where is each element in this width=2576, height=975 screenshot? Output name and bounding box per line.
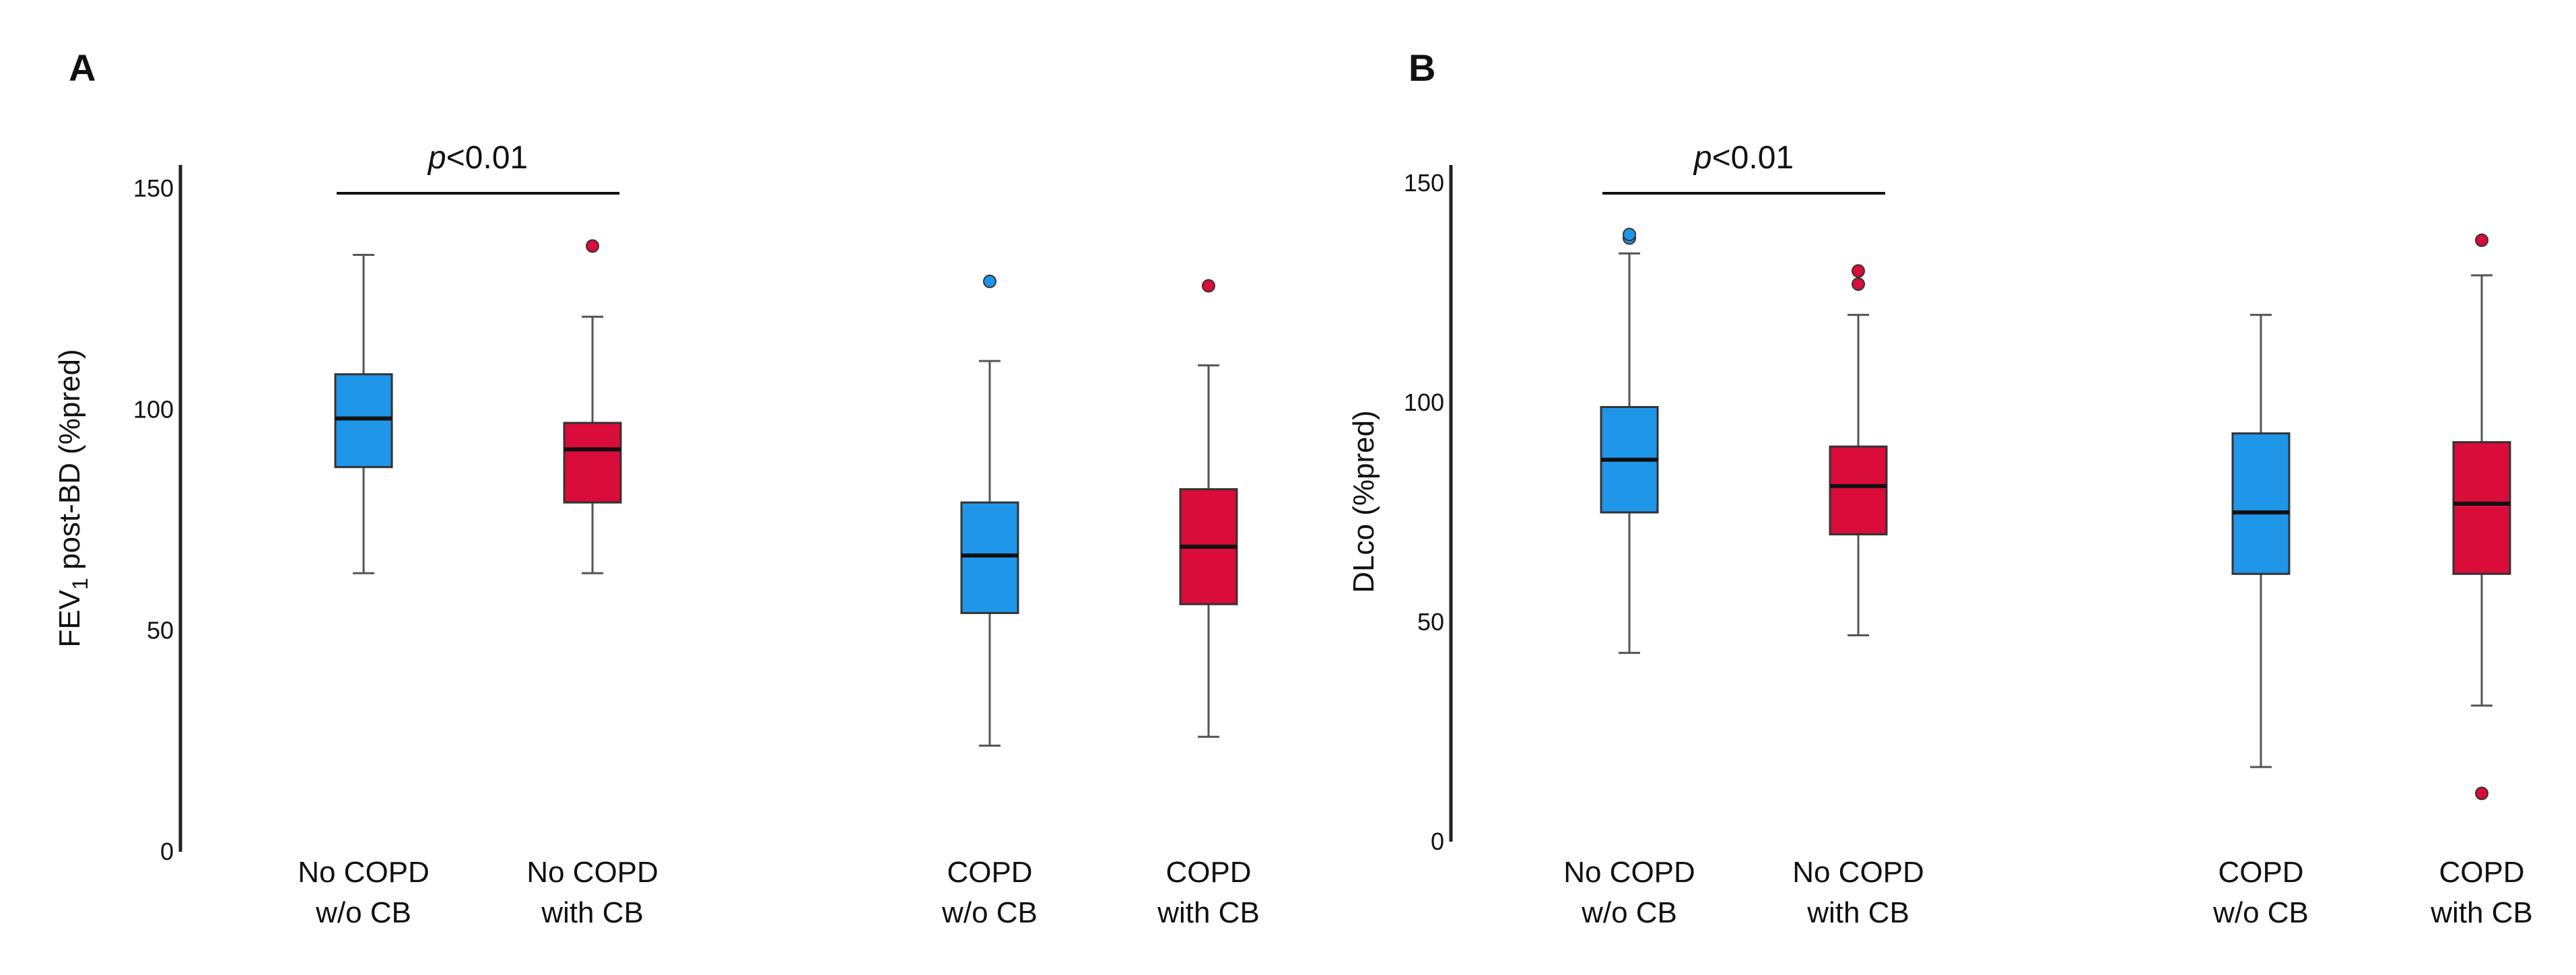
panel-b-group-3-category-line1: COPD bbox=[2439, 856, 2524, 889]
panel-b-group-3-box bbox=[2452, 441, 2511, 575]
panel-a-label: A bbox=[69, 46, 96, 89]
panel-b-group-2-category-line1: COPD bbox=[2218, 856, 2303, 889]
panel-a-group-3-category-line1: COPD bbox=[1165, 856, 1251, 889]
panel-a-group-1-category-line2: with CB bbox=[541, 896, 644, 929]
panel-b-significance: p<0.01 bbox=[1602, 140, 1885, 195]
panel-a-y-tick-label-1: 50 bbox=[147, 617, 174, 644]
panel-b-y-tick-label-1: 50 bbox=[1417, 608, 1444, 636]
panel-b-boxes bbox=[1600, 228, 2511, 801]
panel-a-group-0-box bbox=[334, 373, 393, 469]
panel-b-group-0-outlier-1 bbox=[1623, 228, 1636, 242]
panel-a-boxes bbox=[334, 239, 1238, 747]
panel-a-group-2-category-line1: COPD bbox=[947, 856, 1032, 889]
panel-b-group-1-category-line2: with CB bbox=[1806, 896, 1909, 929]
panel-a-group-1-box bbox=[563, 422, 622, 504]
panel-a-ylabel-rest: post-BD (%pred) bbox=[53, 349, 86, 578]
panel-b-p-rest: <0.01 bbox=[1712, 140, 1794, 176]
panel-a-group-3-outlier-0 bbox=[1202, 279, 1215, 293]
panel-a-group-2-outlier-0 bbox=[983, 274, 996, 288]
panel-a-y-tick-label-3: 150 bbox=[133, 174, 174, 202]
panel-b-group-1-outlier-1 bbox=[1852, 264, 1865, 278]
panel-a-group-1-category-line1: No COPD bbox=[527, 856, 658, 889]
panel-a-significance: p<0.01 bbox=[337, 140, 619, 195]
panel-a-group-1-outlier-0 bbox=[586, 239, 599, 253]
panel-b-group-0-category-line1: No COPD bbox=[1563, 856, 1695, 889]
panel-b-group-3-category-label: COPD with CB bbox=[2430, 856, 2533, 929]
panel-b-ylabel-main: DLco (%pred) bbox=[1347, 410, 1380, 593]
panel-a-y-ticks: 0 50 100 150 bbox=[133, 174, 174, 865]
panel-a-ylabel-sub: 1 bbox=[68, 578, 92, 590]
panel-a-group-0-category-line1: No COPD bbox=[298, 856, 430, 889]
panel-a-group-3-category-line2: with CB bbox=[1157, 896, 1260, 929]
panel-b-group-1-category-label: No COPD with CB bbox=[1792, 856, 1924, 929]
panel-b-p-value: p<0.01 bbox=[1693, 140, 1794, 176]
panel-a-p-value: p<0.01 bbox=[427, 140, 528, 176]
panel-b-y-axis-title: DLco (%pred) bbox=[1347, 410, 1380, 593]
panel-a-group-2-category-line2: w/o CB bbox=[941, 896, 1038, 929]
panel-b-label: B bbox=[1409, 46, 1435, 89]
panel-b-y-ticks: 0 50 100 150 bbox=[1404, 169, 1444, 855]
panel-a-y-axis-title: FEV1 post-BD (%pred) bbox=[53, 349, 92, 647]
panel-a-group-0-category-label: No COPD w/o CB bbox=[298, 856, 430, 929]
panel-b-group-1-outlier-0 bbox=[1852, 277, 1865, 291]
panel-a-ylabel-main: FEV bbox=[53, 589, 86, 647]
panel-b-group-0-category-line2: w/o CB bbox=[1581, 896, 1677, 929]
panel-b-group-3-outlier-1 bbox=[2475, 233, 2488, 247]
panel-a-group-3-category-label: COPD with CB bbox=[1157, 856, 1260, 929]
panel-a-group-2-category-label: COPD w/o CB bbox=[941, 856, 1038, 929]
panel-b-group-2-category-label: COPD w/o CB bbox=[2212, 856, 2309, 929]
panel-a-p-rest: <0.01 bbox=[446, 140, 528, 176]
panel-a-group-1-category-label: No COPD with CB bbox=[527, 856, 658, 929]
panel-b-p-italic: p bbox=[1693, 140, 1712, 176]
panel-b: B DLco (%pred) 0 50 100 150 p<0.01 No COPD w… bbox=[1347, 46, 2533, 929]
panel-a-group-0-category-line2: w/o CB bbox=[315, 896, 411, 929]
panel-b-y-tick-label-0: 0 bbox=[1431, 828, 1444, 855]
panel-a-group-2-box bbox=[960, 501, 1019, 614]
panel-b-group-0-category-label: No COPD w/o CB bbox=[1563, 856, 1695, 929]
panel-b-group-1-box bbox=[1829, 445, 1888, 536]
panel-a-p-italic: p bbox=[427, 140, 446, 176]
panel-b-y-tick-label-2: 100 bbox=[1404, 389, 1444, 416]
panel-a-y-tick-label-0: 0 bbox=[160, 838, 174, 865]
panel-b-group-2-category-line2: w/o CB bbox=[2212, 896, 2309, 929]
panel-b-y-tick-label-3: 150 bbox=[1404, 169, 1444, 197]
panel-b-group-1-category-line1: No COPD bbox=[1792, 856, 1924, 889]
panel-a-y-tick-label-2: 100 bbox=[133, 395, 174, 423]
panel-b-group-3-outlier-0 bbox=[2475, 786, 2488, 801]
panel-b-group-3-category-line2: with CB bbox=[2430, 896, 2533, 929]
panel-b-group-2-box bbox=[2231, 432, 2291, 575]
